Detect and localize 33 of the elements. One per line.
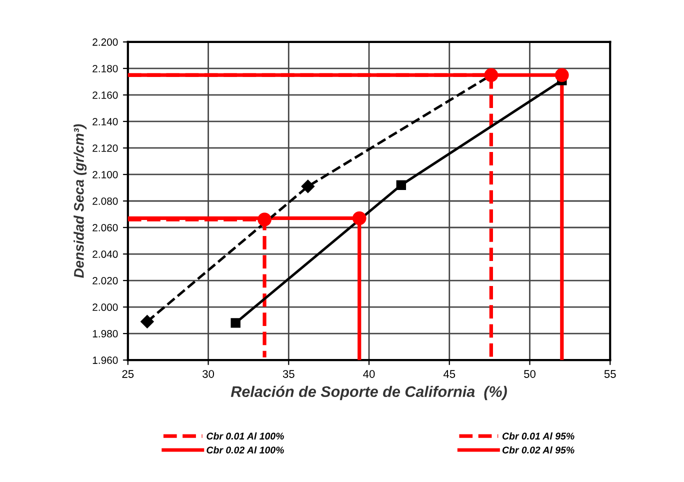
x-tick-label: 50 [524, 370, 536, 378]
y-tick-label: 2.040 [92, 250, 118, 258]
y-axis-title: Densidad Seca (gr/cm³) [74, 124, 87, 278]
point [555, 68, 569, 82]
x-tick-label: 45 [443, 370, 456, 378]
y-tick-label: 2.160 [92, 91, 118, 99]
point [230, 318, 240, 328]
point [140, 315, 154, 328]
x-tick-label: 40 [363, 370, 375, 378]
legend-label: Cbr 0.01 Al 100% [206, 432, 284, 440]
y-tick-label: 2.180 [92, 64, 118, 72]
y-tick-label: 2.080 [92, 197, 118, 205]
y-tick-label: 2.000 [92, 304, 118, 311]
point [396, 180, 406, 190]
x-tick-label: 35 [282, 370, 294, 378]
point [258, 212, 272, 226]
legend-label: Cbr 0.02 Al 100% [206, 446, 284, 454]
x-axis-title: Relación de Soporte de California (%) [230, 386, 507, 400]
x-tick-label: 25 [122, 370, 134, 378]
y-tick-label: 1.960 [92, 356, 118, 364]
y-tick-label: 1.980 [92, 330, 118, 338]
point [352, 211, 366, 226]
y-tick-label: 2.100 [92, 170, 118, 178]
point [301, 180, 315, 193]
y-tick-label: 2.120 [92, 144, 118, 152]
y-tick-label: 2.140 [92, 118, 118, 126]
x-tick-label: 55 [604, 370, 616, 378]
y-tick-label: 2.200 [92, 38, 118, 46]
legend-label: Cbr 0.02 Al 95% [502, 446, 574, 454]
y-tick-label: 2.060 [92, 224, 118, 232]
x-tick-label: 30 [202, 370, 214, 378]
legend-label: Cbr 0.01 Al 95% [502, 432, 574, 440]
y-tick-label: 2.020 [92, 277, 118, 284]
